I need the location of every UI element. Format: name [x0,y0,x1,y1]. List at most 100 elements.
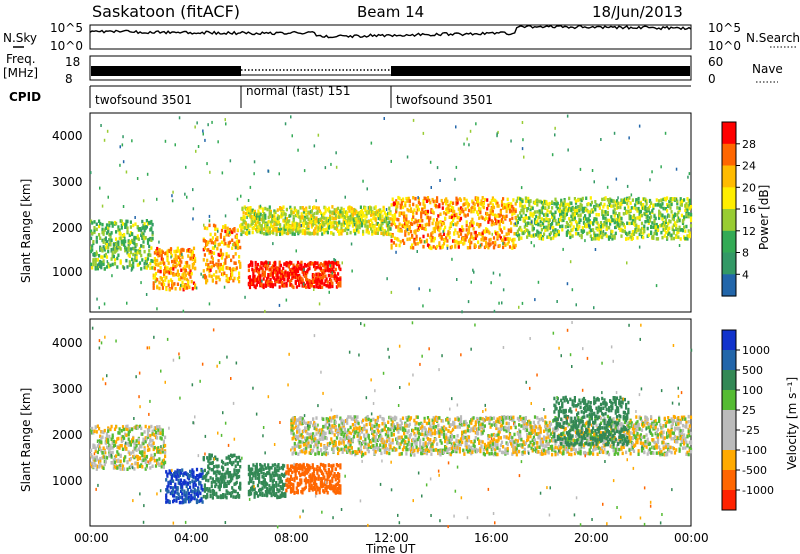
scatter-cell [222,467,225,472]
scatter-cell [275,268,278,272]
scatter-cell [610,204,613,208]
scatter-cell [445,197,448,201]
scatter-cell [227,254,230,258]
scatter-cell [449,200,452,205]
scatter-cell [632,206,636,210]
scatter-cell [105,240,109,244]
scatter-cell [518,233,521,237]
scatter-cell [305,285,308,289]
scatter-cell [108,443,111,448]
scatter-speckle [192,207,195,211]
scatter-cell [116,248,119,252]
scatter-cell [194,259,197,263]
scatter-cell [400,204,403,208]
scatter-cell [253,495,256,499]
scatter-cell [676,213,679,217]
scatter-cell [393,215,397,219]
scatter-cell [371,221,374,225]
scatter-cell [515,199,518,203]
scatter-cell [283,464,286,468]
scatter-cell [257,220,260,224]
scatter-cell [463,202,466,206]
scatter-cell [631,230,634,234]
scatter-cell [135,424,138,429]
scatter-cell [527,229,530,233]
scatter-cell [376,211,379,215]
scatter-cell [286,219,290,224]
scatter-cell [609,197,612,201]
scatter-speckle [395,250,397,254]
scatter-cell [290,211,293,216]
scatter-cell [95,239,98,243]
scatter-cell [94,425,97,430]
scatter-cell [134,222,137,226]
scatter-cell [362,232,365,236]
scatter-speckle [491,232,493,236]
scatter-cell [233,261,236,265]
scatter-cell [269,230,272,234]
scatter-cell [121,222,125,226]
scatter-cell [642,235,645,240]
scatter-cell [322,272,325,276]
scatter-cell [242,218,245,223]
scatter-cell [254,473,257,477]
scatter-cell [467,230,471,235]
scatter-cell [456,215,459,220]
scatter-cell [136,465,139,469]
scatter-cell [346,222,349,226]
scatter-cell [252,217,255,221]
scatter-cell [309,231,312,236]
scatter-cell [477,199,480,204]
scatter-cell [136,234,139,238]
scatter-speckle [146,172,149,176]
scatter-speckle [552,219,554,223]
scatter-cell [169,481,172,485]
scatter-cell [252,271,255,276]
scatter-cell [441,201,444,206]
scatter-cell [292,274,295,279]
scatter-cell [519,217,522,221]
scatter-cell [142,232,145,237]
scatter-cell [218,266,221,270]
scatter-cell [262,471,265,476]
scatter-cell [256,483,260,488]
scatter-cell [499,213,502,217]
scatter-cell [512,198,515,202]
scatter-cell [174,485,177,489]
scatter-cell [404,233,407,237]
scatter-cell [662,228,665,232]
scatter-cell [324,274,327,278]
scatter-cell [279,223,282,227]
scatter-cell [282,274,285,279]
scatter-cell [391,214,394,218]
scatter-cell [148,447,151,452]
scatter-speckle [666,215,668,219]
scatter-cell [140,253,143,258]
scatter-cell [450,215,453,220]
scatter-cell [218,471,221,476]
scatter-cell [412,215,415,219]
scatter-cell [124,239,127,244]
scatter-cell [478,232,481,236]
scatter-cell [236,462,239,466]
scatter-cell [495,214,498,218]
scatter-cell [241,222,244,227]
scatter-cell [685,224,688,229]
scatter-cell [159,450,162,455]
scatter-cell [211,236,214,240]
scatter-cell [373,206,376,210]
scatter-cell [296,482,299,486]
scatter-cell [629,208,632,213]
scatter-cell [228,491,232,496]
scatter-cell [385,232,389,236]
scatter-cell [380,223,383,228]
scatter-cell [146,435,150,439]
scatter-cell [98,262,101,266]
scatter-cell [159,261,162,265]
scatter-cell [472,221,475,225]
scatter-cell [683,215,686,219]
scatter-cell [212,489,216,494]
scatter-speckle [562,247,564,251]
scatter-cell [277,463,280,467]
scatter-cell [224,482,227,486]
